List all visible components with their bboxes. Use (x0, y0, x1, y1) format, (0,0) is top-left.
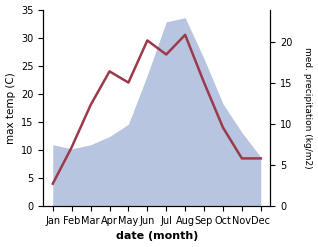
Y-axis label: med. precipitation (kg/m2): med. precipitation (kg/m2) (303, 47, 313, 169)
X-axis label: date (month): date (month) (116, 231, 198, 242)
Y-axis label: max temp (C): max temp (C) (5, 72, 16, 144)
